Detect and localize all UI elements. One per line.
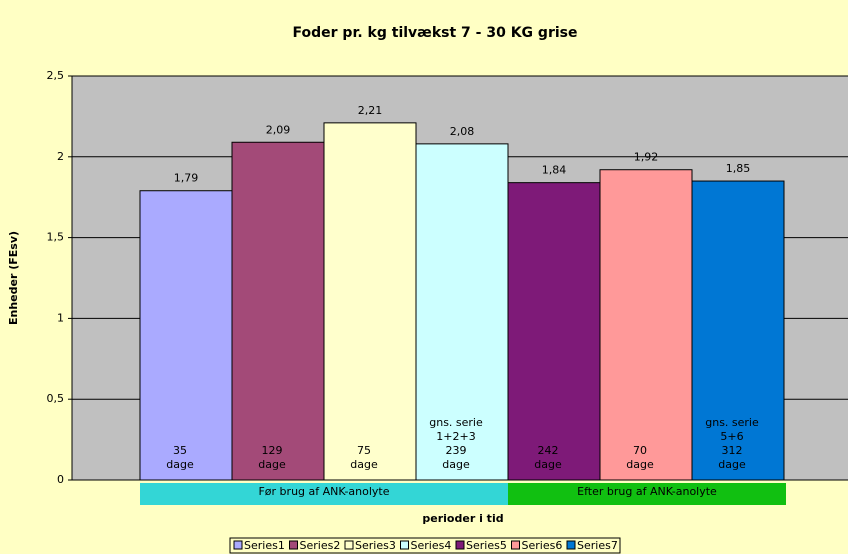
- bar-note: 35: [173, 444, 187, 457]
- bar-note: gns. serie: [429, 416, 483, 429]
- bar: [507, 182, 601, 481]
- legend-swatch: [566, 540, 576, 550]
- bar-note: 242: [538, 444, 559, 457]
- chart-title: Foder pr. kg tilvækst 7 - 30 KG grise: [293, 25, 578, 41]
- legend-label: Series4: [411, 539, 452, 552]
- group-label: Før brug af ANK-anolyte: [258, 485, 389, 498]
- bar-note: dage: [626, 458, 654, 471]
- legend-label: Series2: [300, 539, 341, 552]
- bar-note: dage: [166, 458, 194, 471]
- y-tick-label: 2,5: [47, 69, 65, 82]
- legend-box: [229, 537, 621, 554]
- legend-swatch: [455, 540, 465, 550]
- x-axis-label: perioder i tid: [422, 512, 503, 525]
- value-label: 2,09: [266, 123, 291, 136]
- bar-note: 70: [633, 444, 647, 457]
- bar-note: 1+2+3: [436, 430, 475, 443]
- value-label: 2,21: [358, 104, 383, 117]
- bar: [323, 122, 417, 481]
- legend-label: Series3: [355, 539, 396, 552]
- bar-note: 5+6: [720, 430, 743, 443]
- group-band: [508, 483, 786, 505]
- bar-note: 129: [262, 444, 283, 457]
- bar: [139, 190, 233, 481]
- legend-swatch: [289, 540, 298, 550]
- y-tick-label: 0: [57, 473, 64, 486]
- bar: [691, 180, 785, 481]
- legend-swatch: [233, 540, 243, 550]
- y-tick-label: 1,5: [47, 231, 65, 244]
- bar-note: 75: [357, 444, 371, 457]
- group-label: Efter brug af ANK-anolyte: [577, 485, 717, 498]
- legend-label: Series6: [522, 539, 563, 552]
- value-label: 1,84: [542, 164, 567, 177]
- group-band: [140, 483, 508, 505]
- bar: [599, 169, 693, 481]
- y-axis-label: Enheder (FEsv): [7, 231, 20, 325]
- value-label: 1,79: [174, 172, 199, 185]
- bar-note: dage: [718, 458, 746, 471]
- value-label: 1,92: [634, 151, 659, 164]
- bar-note: 239: [446, 444, 467, 457]
- legend-label: Series1: [244, 539, 285, 552]
- bar-note: 312: [722, 444, 743, 457]
- bar-note: dage: [534, 458, 562, 471]
- bar-note: dage: [350, 458, 378, 471]
- y-tick-label: 2: [57, 150, 64, 163]
- legend-swatch: [511, 540, 520, 550]
- bar-note: dage: [442, 458, 470, 471]
- value-label: 1,85: [726, 162, 751, 175]
- bar-note: gns. serie: [705, 416, 759, 429]
- legend-label: Series5: [466, 539, 507, 552]
- bar-note: dage: [258, 458, 286, 471]
- legend-label: Series7: [577, 539, 618, 552]
- value-label: 2,08: [450, 125, 475, 138]
- bar: [231, 141, 325, 481]
- legend-swatch: [344, 540, 354, 550]
- legend-swatch: [400, 540, 409, 550]
- bar: [415, 143, 509, 481]
- y-tick-label: 1: [57, 311, 64, 324]
- y-tick-label: 0,5: [47, 392, 65, 405]
